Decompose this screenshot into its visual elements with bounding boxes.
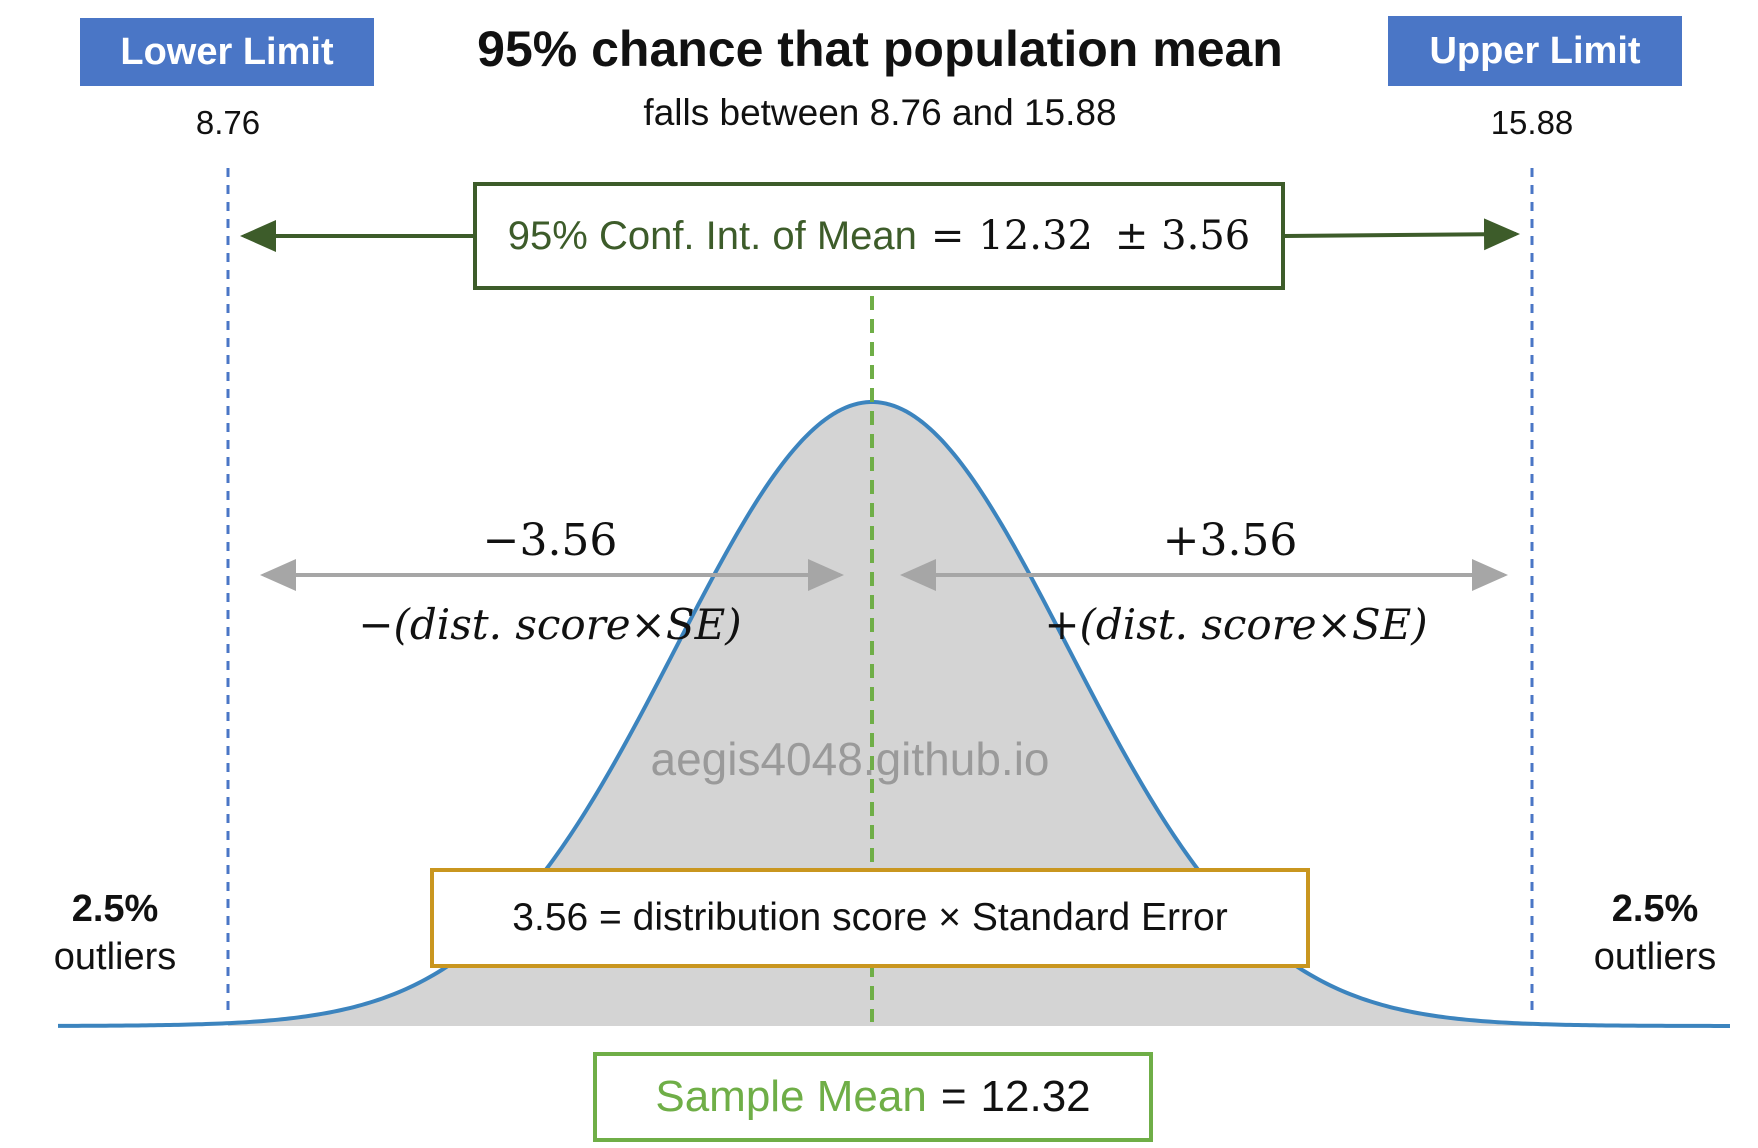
sample-mean-equals: = bbox=[940, 1072, 967, 1121]
standard-error-box: 3.56 = distribution score × Standard Err… bbox=[430, 868, 1310, 968]
upper-limit-value: 15.88 bbox=[1490, 104, 1574, 141]
watermark-text: aegis4048.github.io bbox=[650, 733, 1050, 785]
sample-mean-box: Sample Mean = 12.32 bbox=[593, 1052, 1153, 1142]
ci-plus-minus: ± 3.56 bbox=[1114, 213, 1251, 259]
confidence-interval-box: 95% Conf. Int. of Mean = 12.32 ± 3.56 bbox=[473, 182, 1285, 290]
upper-limit-badge-label: Upper Limit bbox=[1429, 29, 1641, 72]
left-offset-formula: −(dist. score×SE) bbox=[358, 600, 742, 649]
upper-limit-badge: Upper Limit bbox=[1388, 16, 1682, 86]
lower-limit-badge: Lower Limit bbox=[80, 18, 374, 86]
lower-limit-badge-label: Lower Limit bbox=[120, 30, 334, 73]
right-offset-formula: +(dist. score×SE) bbox=[1044, 600, 1428, 649]
diagram-subtitle: falls between 8.76 and 15.88 bbox=[643, 92, 1117, 133]
sample-mean-value: 12.32 bbox=[980, 1072, 1091, 1121]
left-outliers-pct: 2.5% bbox=[71, 888, 159, 930]
ci-label: 95% Conf. Int. of Mean bbox=[507, 213, 917, 258]
right-outliers-label: 2.5% outliers bbox=[1570, 886, 1740, 981]
right-offset-value: +3.56 bbox=[1162, 515, 1298, 566]
bell-curve bbox=[57, 400, 1731, 1028]
standard-error-text: 3.56 = distribution score × Standard Err… bbox=[512, 896, 1228, 939]
ci-equals: = bbox=[930, 213, 965, 259]
right-outliers-pct: 2.5% bbox=[1611, 888, 1699, 930]
left-outliers-label: 2.5% outliers bbox=[30, 886, 200, 981]
right-outliers-text: outliers bbox=[1593, 935, 1717, 978]
left-outliers-text: outliers bbox=[53, 935, 177, 978]
sample-mean-label: Sample Mean bbox=[655, 1072, 927, 1121]
lower-limit-value: 8.76 bbox=[195, 104, 261, 141]
ci-mean: 12.32 bbox=[978, 213, 1093, 259]
diagram-title: 95% chance that population mean bbox=[477, 21, 1283, 77]
left-offset-value: −3.56 bbox=[482, 515, 618, 566]
ci-arrow-right bbox=[1284, 218, 1520, 251]
